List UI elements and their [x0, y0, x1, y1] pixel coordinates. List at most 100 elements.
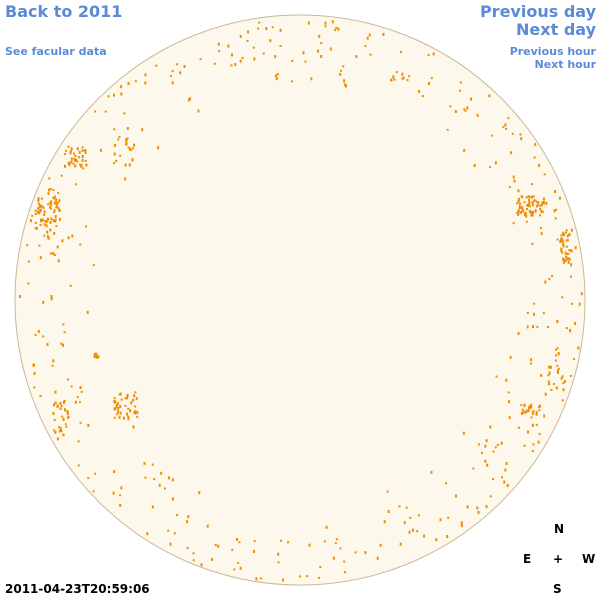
facula — [275, 74, 278, 78]
facula — [302, 51, 305, 55]
facula — [506, 484, 509, 487]
facula — [412, 528, 414, 532]
facula — [85, 164, 88, 167]
facula — [136, 411, 139, 415]
facula — [70, 160, 73, 164]
facula — [430, 470, 433, 474]
facula — [130, 401, 133, 405]
facula — [271, 26, 274, 29]
facula — [40, 218, 43, 222]
facula — [239, 566, 242, 570]
facula — [571, 228, 573, 232]
facula — [526, 203, 529, 207]
facula — [556, 347, 559, 350]
facula — [120, 85, 123, 89]
facula — [399, 542, 402, 546]
facula — [320, 55, 323, 58]
back-link[interactable]: Back to 2011 — [5, 2, 123, 21]
facula — [566, 253, 569, 255]
facula — [402, 76, 405, 79]
facula — [49, 228, 52, 232]
facula — [128, 147, 131, 151]
facula — [233, 568, 236, 571]
facula — [230, 64, 233, 67]
compass-west: W — [582, 552, 596, 566]
facula — [80, 164, 83, 167]
facular-link[interactable]: See facular data — [5, 45, 107, 58]
facula — [85, 225, 87, 228]
facula — [234, 63, 237, 66]
facula — [323, 540, 326, 543]
facula — [517, 426, 520, 429]
facula — [542, 197, 545, 201]
facula — [127, 415, 130, 418]
facula — [144, 73, 147, 77]
facula — [52, 411, 55, 415]
facula — [37, 202, 40, 205]
facula — [54, 215, 57, 218]
facula — [122, 416, 125, 420]
facula — [34, 209, 37, 212]
facula — [87, 423, 90, 427]
facula — [512, 175, 515, 179]
facula — [563, 380, 566, 383]
facula — [524, 411, 527, 414]
facula — [123, 112, 126, 115]
facula — [470, 97, 472, 101]
facula — [299, 575, 301, 578]
facula — [532, 195, 535, 198]
facula — [78, 401, 81, 404]
facula — [342, 65, 345, 68]
facula — [562, 257, 565, 261]
facula — [472, 467, 475, 470]
facula — [494, 161, 497, 165]
facula — [117, 138, 120, 141]
facula — [239, 59, 242, 63]
facula — [552, 383, 555, 385]
facula — [564, 259, 567, 262]
facula — [510, 151, 513, 155]
facula — [570, 263, 573, 267]
facula — [460, 524, 463, 528]
previous-day-link[interactable]: Previous day — [479, 2, 596, 21]
facula — [84, 159, 87, 162]
facula — [446, 128, 449, 131]
facula — [47, 218, 49, 221]
facula — [199, 58, 202, 61]
previous-hour-link[interactable]: Previous hour — [509, 45, 596, 58]
facula — [555, 386, 558, 390]
facula — [64, 153, 66, 156]
facula — [366, 36, 369, 40]
facula — [81, 146, 84, 149]
facula — [54, 401, 57, 405]
facula — [516, 211, 519, 214]
faculae — [18, 20, 583, 582]
facula — [56, 245, 59, 249]
facula — [355, 55, 358, 59]
facula — [339, 547, 342, 550]
facula — [247, 30, 250, 34]
facula — [489, 495, 492, 498]
facula — [331, 20, 334, 24]
facula — [133, 143, 136, 147]
facula — [26, 244, 29, 247]
facula — [539, 214, 541, 217]
facula — [279, 45, 282, 47]
facula — [61, 239, 64, 243]
facula — [532, 210, 534, 214]
facula — [418, 89, 420, 93]
facula — [568, 257, 571, 261]
compass-center: + — [553, 552, 564, 566]
facula — [43, 223, 46, 226]
facula — [548, 277, 551, 280]
facula — [537, 406, 540, 409]
facula — [508, 186, 511, 189]
facula — [113, 397, 116, 400]
solar-disk — [14, 14, 586, 586]
facula — [275, 77, 278, 81]
facula — [33, 371, 36, 375]
facula — [50, 295, 53, 299]
next-day-link[interactable]: Next day — [516, 20, 596, 39]
next-hour-link[interactable]: Next hour — [534, 58, 597, 71]
facula — [54, 195, 56, 198]
